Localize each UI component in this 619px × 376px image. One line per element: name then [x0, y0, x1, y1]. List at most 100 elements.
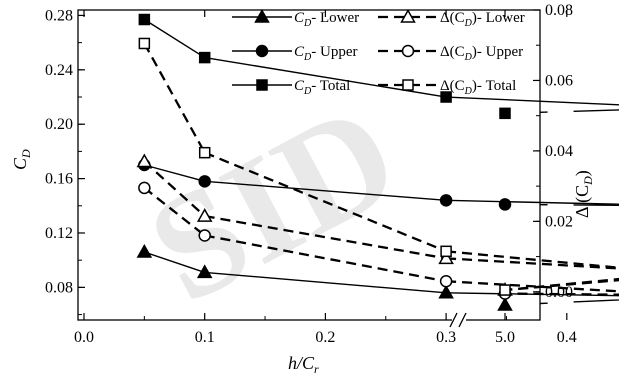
series-line-cd_lower	[204, 271, 447, 294]
x-tick-label: 0.4	[557, 329, 577, 346]
y-right-label-sub: D	[581, 176, 595, 186]
legend-label-pre: Δ(C	[440, 10, 465, 26]
legend-label-sub: D	[464, 18, 473, 29]
legend-marker-dcd_total	[402, 79, 414, 91]
point-dcd_total	[440, 245, 452, 258]
axis-ticks: 0.00.10.20.30.40.55.00.080.120.160.200.2…	[45, 2, 577, 346]
x-label-sub: r	[314, 362, 319, 376]
point-cd_upper	[439, 194, 453, 207]
y-right-label: Δ (CD)	[572, 170, 595, 218]
x-tick-label: 0.1	[195, 329, 215, 346]
y-left-tick-label: 0.24	[45, 62, 73, 79]
series-line-cd_upper	[204, 180, 447, 202]
legend-label-dcd_total: Δ(CD)- Total	[440, 78, 516, 97]
legend-label-post: )- Total	[472, 78, 516, 94]
y-left-label-sub: D	[19, 149, 33, 159]
point-cd_lower	[438, 284, 454, 299]
legend-label-pre: C	[294, 78, 305, 94]
point-dcd_total	[499, 284, 511, 296]
legend-label-cd_lower: CD- Lower	[294, 10, 359, 29]
point-dcd_upper	[198, 229, 211, 242]
legend-label-sub: D	[303, 86, 312, 97]
point-dcd_upper	[439, 275, 453, 288]
point-cd_upper	[498, 198, 512, 211]
legend-label-pre: Δ(C	[440, 78, 465, 94]
y-left-tick-label: 0.16	[45, 171, 73, 188]
legend-item-cd_total: CD- Total	[232, 78, 350, 97]
legend-label-dcd_lower: Δ(CD)- Lower	[440, 10, 525, 29]
point-dcd_lower	[438, 250, 454, 265]
watermark: SID	[124, 71, 423, 335]
series-line-cd_upper	[504, 203, 619, 206]
svg-text:SID: SID	[124, 71, 423, 335]
series-line-dcd_total	[204, 151, 447, 253]
series-line-dcd_lower	[143, 160, 206, 217]
legend-label-pre: C	[294, 10, 305, 26]
plot-area	[77, 9, 541, 321]
y-right-label-prefix: Δ (C	[572, 185, 593, 218]
series-line-dcd_upper	[446, 280, 619, 293]
series-line-cd_total	[143, 18, 206, 59]
legend-label-cd_upper: CD- Upper	[294, 44, 357, 63]
series-line-dcd_total	[504, 279, 619, 292]
series-line-cd_upper	[446, 199, 619, 205]
x-tick-label: 0.3	[436, 329, 456, 346]
y-left-tick-label: 0.12	[45, 225, 73, 242]
series-line-dcd_upper	[204, 234, 447, 283]
y-left-label-main: C	[10, 157, 30, 170]
point-dcd_upper	[138, 181, 151, 195]
point-cd_total	[138, 13, 151, 26]
series-markers	[136, 13, 513, 311]
x-axis-break	[449, 312, 467, 328]
legend-marker-cd_lower	[254, 8, 270, 23]
legend-label-post: )- Lower	[472, 10, 525, 26]
legend-item-cd_upper: CD- Upper	[232, 44, 357, 63]
point-cd_total	[440, 91, 452, 103]
point-cd_lower	[196, 264, 213, 279]
legend-label-sub: D	[303, 18, 312, 29]
series-line-cd_lower	[446, 292, 619, 297]
series-line-cd_lower	[144, 251, 205, 274]
legend-label-sub: D	[464, 86, 473, 97]
series-line-dcd_total	[143, 42, 206, 154]
legend-label-post: - Total	[311, 78, 350, 94]
series-line-cd_total	[504, 109, 619, 115]
point-dcd_lower	[136, 153, 153, 168]
legend-label-dcd_upper: Δ(CD)- Upper	[440, 44, 523, 63]
series-line-cd_lower	[504, 299, 619, 306]
series-line-dcd_lower	[446, 257, 619, 270]
x-axis-break-mark	[449, 312, 458, 328]
legend-label-pre: C	[294, 44, 305, 60]
legend-item-dcd_total: Δ(CD)- Total	[378, 78, 516, 97]
series-line-dcd_upper	[143, 186, 206, 237]
legend-label-post: - Lower	[311, 10, 359, 26]
y-left-tick-label: 0.20	[45, 116, 73, 133]
y-left-tick-label: 0.08	[45, 279, 73, 296]
y-right-tick-label: 0.08	[545, 2, 573, 19]
point-cd_total	[198, 51, 211, 64]
x-label-main: h/C	[288, 353, 315, 373]
x-tick-label: 0.2	[315, 329, 335, 346]
y-left-label: CD	[10, 149, 33, 170]
series-lines	[143, 18, 619, 306]
series-line-cd_upper	[144, 164, 205, 182]
legend-label-cd_total: CD- Total	[294, 78, 350, 97]
x-axis-break-mark	[458, 312, 467, 328]
y-right-tick-label: 0.02	[545, 213, 573, 230]
legend-label-sub: D	[303, 52, 312, 63]
x-label: h/Cr	[288, 353, 319, 376]
point-cd_total	[499, 107, 511, 120]
series-line-dcd_upper	[504, 292, 619, 296]
axis-labels: CD Δ (CD) h/Cr	[10, 149, 595, 376]
legend-label-post: )- Upper	[472, 44, 523, 60]
legend-label-sub: D	[464, 52, 473, 63]
series-line-cd_total	[446, 96, 619, 106]
y-right-label-suffix: )	[572, 170, 593, 176]
legend-item-cd_lower: CD- Lower	[232, 8, 359, 29]
y-right-tick-label: 0.04	[545, 143, 573, 160]
legend-item-dcd_lower: Δ(CD)- Lower	[378, 8, 525, 29]
legend-item-dcd_upper: Δ(CD)- Upper	[378, 44, 523, 63]
y-left-tick-label: 0.28	[45, 7, 73, 24]
point-dcd_total	[138, 37, 151, 50]
